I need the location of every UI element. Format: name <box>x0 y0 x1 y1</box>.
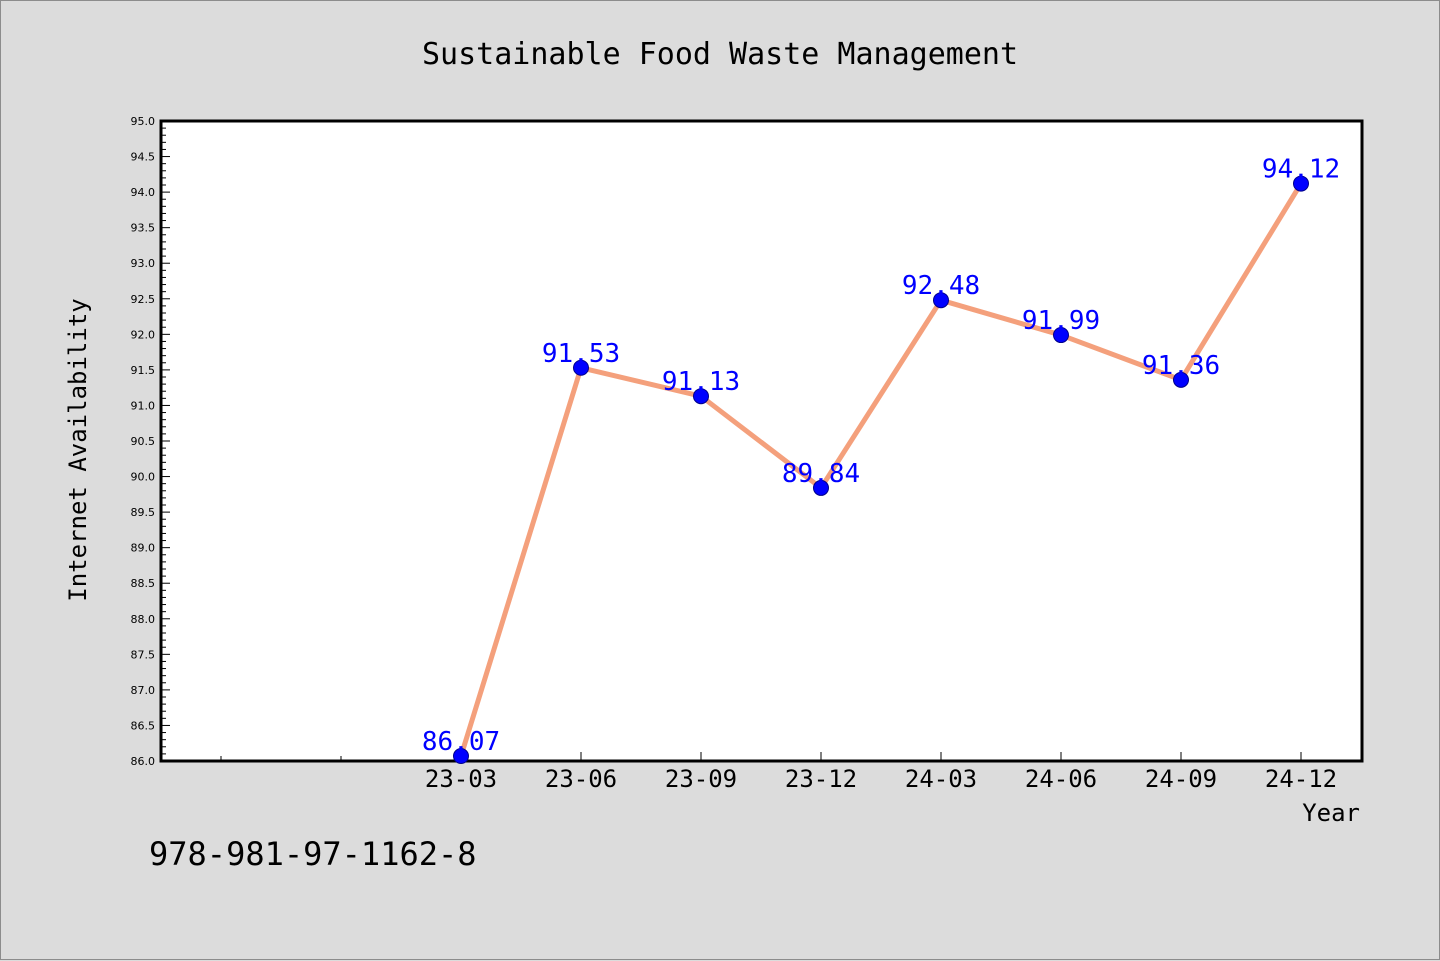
data-point <box>1053 327 1069 344</box>
y-tick-label: 94.5 <box>131 151 156 164</box>
data-label: 89.84 <box>782 459 860 489</box>
x-tick-label: 23-06 <box>545 765 617 793</box>
data-label: 91.99 <box>1022 306 1100 336</box>
series-line-group <box>453 175 1309 765</box>
x-tick-label: 24-03 <box>905 765 977 793</box>
x-axis: 23-03 23-06 23-09 23-12 24-03 24-06 24-09 24-12 <box>220 752 1337 793</box>
y-axis: 86.0 86.5 87.0 87.5 88.0 88.5 89.0 89.5 90.0 90.5… <box>131 115 170 768</box>
y-tick-label: 91.0 <box>131 399 156 412</box>
x-tick-label: 24-06 <box>1025 765 1097 793</box>
data-point <box>1173 371 1189 388</box>
chart-title: Sustainable Food Waste Management <box>422 37 1018 72</box>
y-tick-label: 91.5 <box>131 364 156 377</box>
series-line <box>458 181 1304 759</box>
x-tick-label: 23-09 <box>665 765 737 793</box>
data-point <box>453 748 469 765</box>
y-tick-label: 90.5 <box>131 435 156 448</box>
y-axis-title: Internet Availability <box>64 298 92 601</box>
data-label: 91.53 <box>542 339 620 369</box>
x-tick-label: 23-03 <box>425 765 497 793</box>
data-label: 91.13 <box>662 367 740 397</box>
data-label: 91.36 <box>1142 351 1220 381</box>
data-point <box>813 479 829 496</box>
data-point <box>1293 175 1309 192</box>
y-tick-label: 89.5 <box>131 506 156 519</box>
data-point <box>933 292 949 309</box>
data-point <box>693 388 709 405</box>
data-label: 92.48 <box>902 271 980 301</box>
y-tick-label: 88.5 <box>131 577 156 590</box>
data-label-group: 86.07 91.53 91.13 89.84 92.48 91.99 91.36 94.12 <box>422 155 1340 757</box>
x-axis-title: Year <box>1302 799 1360 827</box>
x-tick-label: 24-09 <box>1145 765 1217 793</box>
y-tick-label: 93.0 <box>131 257 156 270</box>
y-tick-label: 89.0 <box>131 542 156 555</box>
y-tick-label: 94.0 <box>131 186 156 199</box>
y-tick-label: 90.0 <box>131 471 156 484</box>
isbn-text: 978-981-97-1162-8 <box>149 835 477 873</box>
y-tick-label: 87.5 <box>131 648 156 661</box>
y-tick-label: 87.0 <box>131 684 156 697</box>
y-tick-label: 88.0 <box>131 613 156 626</box>
x-tick-label: 23-12 <box>785 765 857 793</box>
y-tick-label: 92.0 <box>131 328 156 341</box>
y-tick-label: 86.0 <box>131 755 156 768</box>
data-point <box>573 359 589 376</box>
data-label: 86.07 <box>422 727 500 757</box>
y-tick-label: 93.5 <box>131 222 156 235</box>
y-tick-label: 95.0 <box>131 115 156 128</box>
y-tick-label: 92.5 <box>131 293 156 306</box>
x-tick-label: 24-12 <box>1265 765 1337 793</box>
data-label: 94.12 <box>1262 155 1340 185</box>
y-tick-label: 86.5 <box>131 719 156 732</box>
